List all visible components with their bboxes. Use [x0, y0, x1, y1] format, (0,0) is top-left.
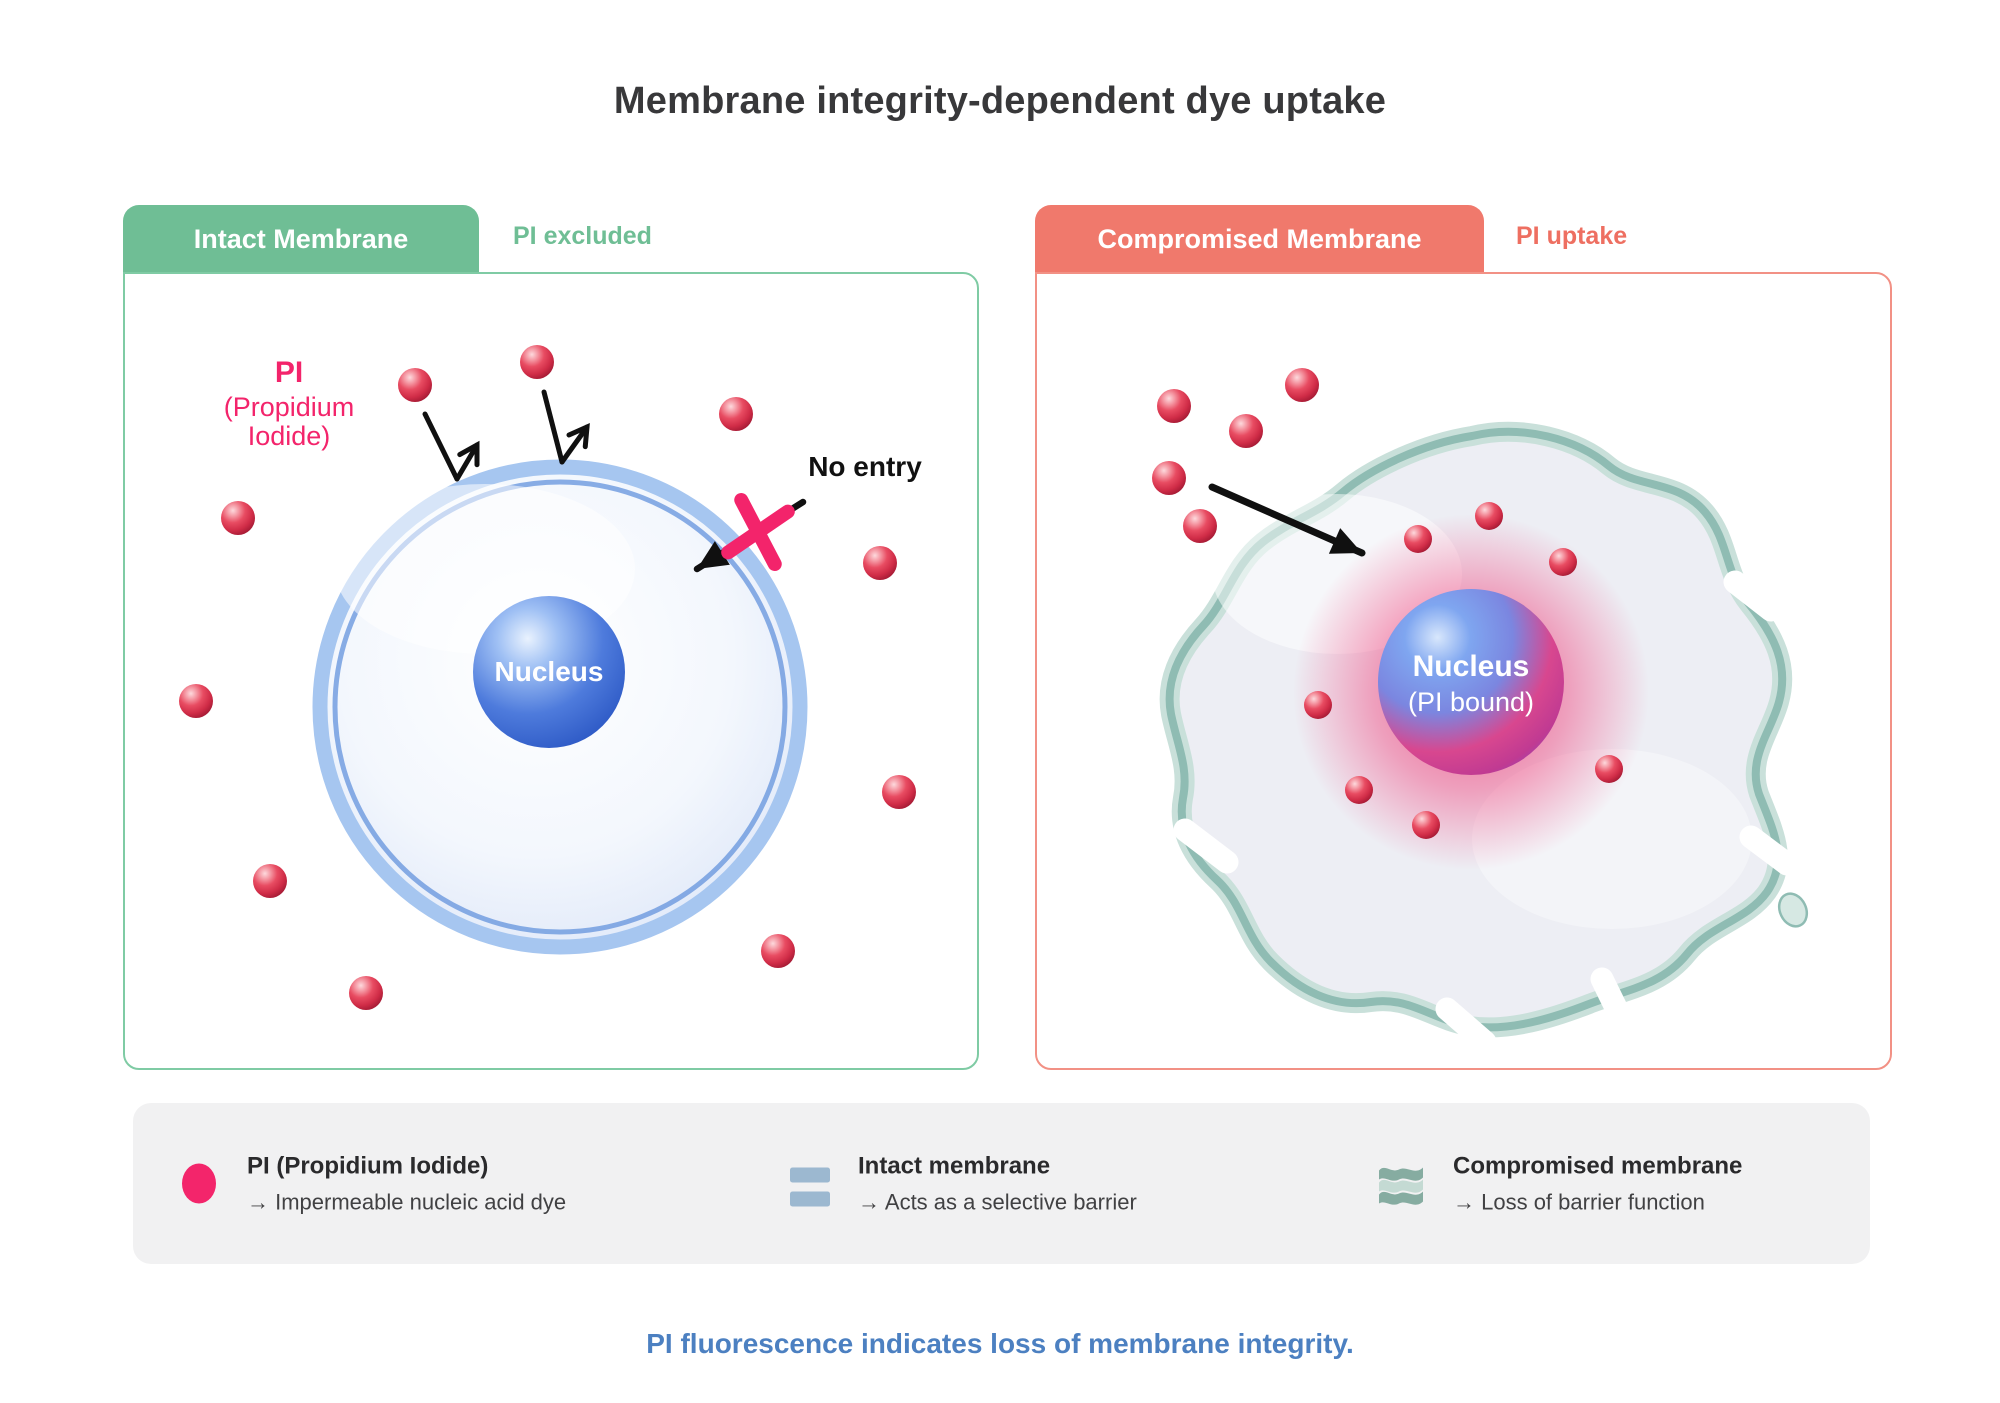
pi-dye-dots	[179, 345, 916, 1010]
pi-label-line1: PI	[275, 356, 303, 389]
pi-dye-dot	[520, 345, 554, 379]
equals-bars-icon	[790, 1167, 830, 1207]
pi-dye-dot	[1404, 525, 1432, 553]
entry-arrow	[1208, 483, 1366, 557]
legend-item-pi: PI (Propidium Iodide) → Impermeable nucl…	[179, 1152, 566, 1215]
tab-compromised-membrane: Compromised Membrane	[1035, 205, 1484, 273]
membrane-gap	[1435, 997, 1497, 1054]
pi-label-line3: Iodide)	[248, 421, 331, 451]
legend: PI (Propidium Iodide) → Impermeable nucl…	[133, 1103, 1870, 1264]
no-entry-label: No entry	[808, 451, 922, 482]
pi-dye-dot	[221, 501, 255, 535]
tab-intact-membrane: Intact Membrane	[123, 205, 479, 273]
tab-intact-label: Intact Membrane	[193, 223, 409, 254]
pi-dye-dot	[1475, 502, 1503, 530]
page-title: Membrane integrity-dependent dye uptake	[613, 80, 1387, 122]
pi-dye-dot	[1183, 509, 1217, 543]
membrane-ring-inner	[332, 479, 788, 935]
pi-dye-dot	[398, 368, 432, 402]
legend-desc: → Impermeable nucleic acid dye	[247, 1189, 567, 1214]
pi-dye-dots-outside	[1152, 368, 1319, 543]
compromised-membrane-panel: Nucleus (PI bound)	[1035, 272, 1892, 1070]
legend-desc: → Acts as a selective barrier	[858, 1189, 1137, 1214]
membrane-gap	[1739, 825, 1799, 876]
legend-title: PI (Propidium Iodide)	[247, 1152, 489, 1179]
legend-desc: → Loss of barrier function	[1453, 1189, 1705, 1214]
legend-title: Intact membrane	[858, 1152, 1051, 1179]
pi-dye-dot	[1549, 548, 1577, 576]
pi-dye-dot	[1152, 461, 1186, 495]
membrane-gap	[1590, 967, 1635, 1034]
deflection-arrow-bounce	[559, 422, 590, 465]
tab-compromised-label: Compromised Membrane	[1097, 223, 1422, 254]
deflection-arrow-bounce	[454, 440, 480, 482]
pi-dye-dot	[719, 397, 753, 431]
membrane-gaps	[1173, 570, 1799, 1054]
status-pi-excluded: PI excluded	[513, 222, 652, 250]
pi-dye-dot	[882, 775, 916, 809]
conclusion-note: PI fluorescence indicates loss of membra…	[646, 1328, 1354, 1359]
pi-dye-dot	[253, 864, 287, 898]
nucleus-label: Nucleus	[495, 656, 604, 687]
deflection-arrow	[541, 389, 565, 465]
pi-dye-dot	[349, 976, 383, 1010]
pi-dye-dot	[1595, 755, 1623, 783]
escaped-droplet	[1777, 892, 1809, 928]
pi-dye-dot	[1157, 389, 1191, 423]
intact-membrane-panel: Nucleus N	[123, 272, 979, 1070]
pi-label-line2: (Propidium	[224, 392, 355, 422]
nucleus-label: Nucleus	[1413, 650, 1530, 683]
pi-dye-dot	[761, 934, 795, 968]
no-entry-cross-icon	[721, 492, 795, 572]
compromised-cell: Nucleus (PI bound)	[1159, 421, 1809, 1054]
pi-dye-dot	[1412, 811, 1440, 839]
legend-item-compromised: Compromised membrane → Loss of barrier f…	[1377, 1152, 1742, 1215]
legend-item-intact: Intact membrane → Acts as a selective ba…	[790, 1152, 1137, 1215]
wavy-membrane-icon	[1379, 1167, 1423, 1205]
compromised-cell-illustration: Nucleus (PI bound)	[1152, 368, 1809, 1054]
membrane-gap	[1723, 570, 1783, 622]
pi-dye-dot	[179, 684, 213, 718]
pi-dye-dot	[1304, 691, 1332, 719]
pi-dye-dot	[1285, 368, 1319, 402]
pi-dye-dots-inside	[1304, 502, 1623, 839]
pi-dot-icon	[182, 1163, 216, 1204]
status-pi-uptake: PI uptake	[1516, 222, 1628, 250]
legend-title: Compromised membrane	[1453, 1152, 1743, 1179]
intact-cell: Nucleus	[312, 459, 808, 955]
deflection-arrow	[422, 411, 460, 482]
intact-cell-illustration: Nucleus N	[179, 345, 922, 1010]
membrane-gap	[1173, 818, 1239, 874]
pi-dye-dot	[1229, 414, 1263, 448]
deflection-arrows	[422, 389, 590, 482]
nucleus-sphere-pi-bound	[1378, 589, 1564, 775]
nucleus-sublabel: (PI bound)	[1408, 687, 1534, 717]
pi-dye-dot	[1345, 776, 1373, 804]
pi-dye-dot	[863, 546, 897, 580]
pi-dye-label: PI (Propidium Iodide)	[224, 356, 355, 451]
nucleus-sphere	[473, 596, 625, 748]
